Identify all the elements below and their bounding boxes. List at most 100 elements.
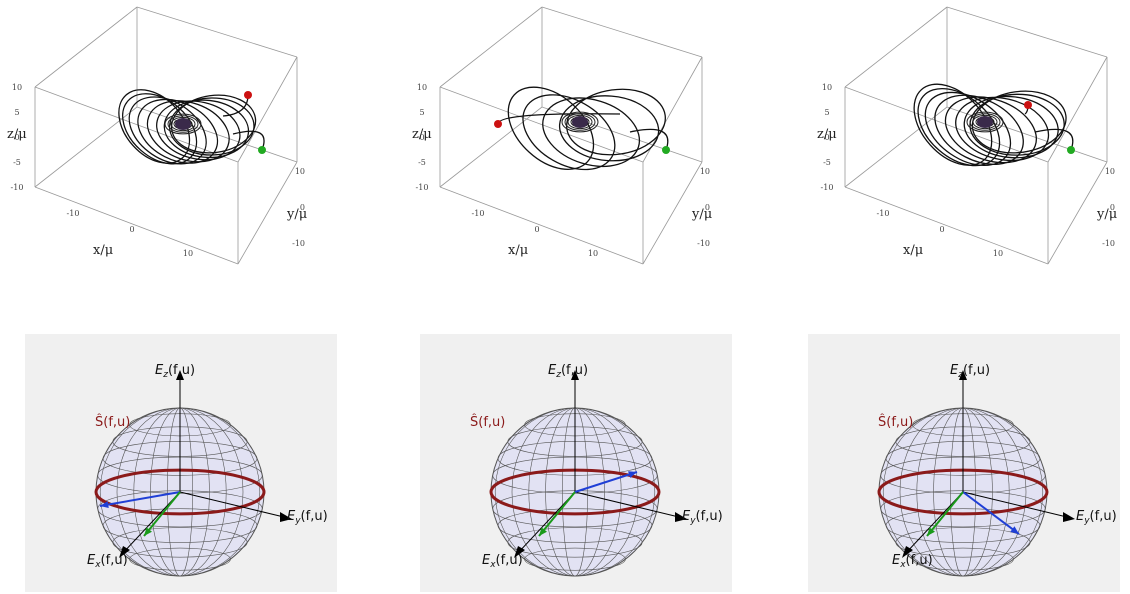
end-marker (1067, 146, 1075, 154)
end-marker (258, 146, 266, 154)
box-edge (844, 106, 948, 188)
ex-arrowhead (902, 546, 913, 558)
x-tick-label: -10 (472, 209, 485, 218)
y-tick-label: -10 (292, 239, 305, 248)
axis-ticks: 10 5 0 -5 -10 10 0 -10 -10 0 10 (821, 83, 1115, 258)
end-marker (662, 146, 670, 154)
z-tick-label: -5 (418, 158, 426, 167)
ez-label: Ez(f,u) (155, 363, 195, 380)
z-tick-label: 10 (822, 83, 832, 92)
blue-vector (962, 491, 1020, 535)
black-hole-core (977, 116, 993, 128)
axis-ticks: 10 5 0 -5 -10 10 0 -10 -10 0 10 (11, 83, 305, 258)
green-vector (538, 491, 576, 537)
z-tick-label: -5 (823, 158, 831, 167)
vectors (902, 370, 1075, 558)
box-edge (34, 106, 138, 188)
z-tick-label: 10 (417, 83, 427, 92)
axis-ticks: 10 5 0 -5 -10 10 0 -10 -10 0 10 (416, 83, 710, 258)
z-axis-label: z/μ (7, 127, 27, 142)
latitude-line (885, 508, 1041, 543)
start-marker (1024, 101, 1032, 109)
box-edge (642, 56, 703, 163)
box-edge (34, 6, 138, 88)
ey-arrowhead (1063, 512, 1075, 522)
x-tick-label: 0 (534, 225, 539, 234)
ez-arrowhead (176, 370, 184, 380)
latitude-line (129, 547, 231, 571)
black-hole (164, 113, 202, 135)
orbit-petal (934, 94, 1024, 165)
sphere-plot-3: Ŝ(f,u) Ez(f,u) Ey(f,u) Ex(f,u) (808, 334, 1128, 594)
inner-orbit-ring (164, 113, 202, 135)
box-edge (642, 161, 703, 265)
x-tick-label: -10 (877, 209, 890, 218)
inner-orbit-ring (167, 115, 199, 133)
latitude-line (524, 547, 626, 571)
orbit-plot-3-svg: 10 5 0 -5 -10 10 0 -10 -10 0 10 z/μ y/μ x/μ (817, 6, 1117, 265)
y-tick-label: 0 (300, 203, 305, 212)
y-axis-label: y/μ (1096, 207, 1117, 222)
z-tick-label: 5 (824, 108, 829, 117)
orbit-petal (971, 90, 1067, 154)
ex-label: Ex(f,u) (87, 553, 128, 570)
ex-label: Ex(f,u) (892, 553, 933, 570)
orbit-petal (118, 89, 191, 164)
markers (1024, 101, 1075, 154)
green-vector-head (539, 527, 547, 536)
z-tick-label: -10 (416, 183, 429, 192)
x-tick-label: 0 (939, 225, 944, 234)
black-hole-core (175, 118, 191, 130)
ex-arrowhead (514, 546, 525, 558)
orbit-plot-1: 10 5 0 -5 -10 10 0 -10 -10 0 10 z/μ y/μ x/μ (5, 2, 307, 267)
x-tick-label: 0 (129, 225, 134, 234)
box-edge (439, 86, 644, 163)
latitude-line (497, 508, 653, 543)
x-axis-label: x/μ (508, 243, 528, 258)
y-tick-label: 10 (1105, 167, 1115, 176)
box-edge (439, 186, 644, 265)
ey-label: Ey(f,u) (682, 509, 723, 526)
box-edge (844, 86, 1049, 163)
blue-vector (99, 491, 181, 507)
ey-label: Ey(f,u) (1076, 509, 1117, 526)
orbit-petal (156, 100, 241, 161)
orbit-petal (507, 86, 595, 171)
sphere-plot-3-svg: Ŝ(f,u) Ez(f,u) Ey(f,u) Ex(f,u) (808, 334, 1120, 592)
orbit-petal (558, 95, 660, 162)
s-hat-label: Ŝ(f,u) (95, 414, 130, 430)
orbit-plot-1-svg: 10 5 0 -5 -10 10 0 -10 -10 0 10 z/μ y/μ x/μ (7, 6, 307, 265)
box-edge (844, 186, 1049, 265)
ez-arrowhead (959, 370, 967, 380)
y-tick-label: 0 (1110, 203, 1115, 212)
z-tick-label: 5 (14, 108, 19, 117)
black-hole-core (572, 116, 588, 128)
box-edge (237, 161, 298, 265)
y-tick-label: -10 (697, 239, 710, 248)
box-edge (946, 6, 1108, 58)
ez-arrowhead (571, 370, 579, 380)
bounding-box (844, 6, 1108, 265)
markers (494, 120, 670, 154)
box-edge (439, 106, 543, 188)
latitude-line (507, 527, 643, 558)
blue-vector-head (1010, 526, 1019, 534)
ex-arrowhead (119, 546, 130, 558)
orbit-tail (232, 130, 265, 151)
orbit-petal (137, 98, 219, 164)
x-tick-label: -10 (67, 209, 80, 218)
box-edge (439, 6, 543, 88)
y-tick-label: 10 (700, 167, 710, 176)
black-hole (561, 111, 599, 133)
x-tick-label: 10 (183, 249, 193, 258)
ey-arrowhead (280, 512, 292, 522)
ez-label: Ez(f,u) (548, 363, 588, 380)
orbit-petal (122, 93, 198, 165)
orbit-plot-2-svg: 10 5 0 -5 -10 10 0 -10 -10 0 10 z/μ y/μ x/μ (412, 6, 712, 265)
sphere-plot-1-svg: Ŝ(f,u) Ez(f,u) Ey(f,u) Ex(f,u) (25, 334, 337, 592)
z-tick-label: -10 (821, 183, 834, 192)
blue-vector-head (100, 501, 109, 509)
sphere-plot-2: Ŝ(f,u) Ez(f,u) Ey(f,u) Ex(f,u) (420, 334, 740, 594)
green-vector (926, 491, 964, 537)
orbit-petal (128, 96, 207, 165)
